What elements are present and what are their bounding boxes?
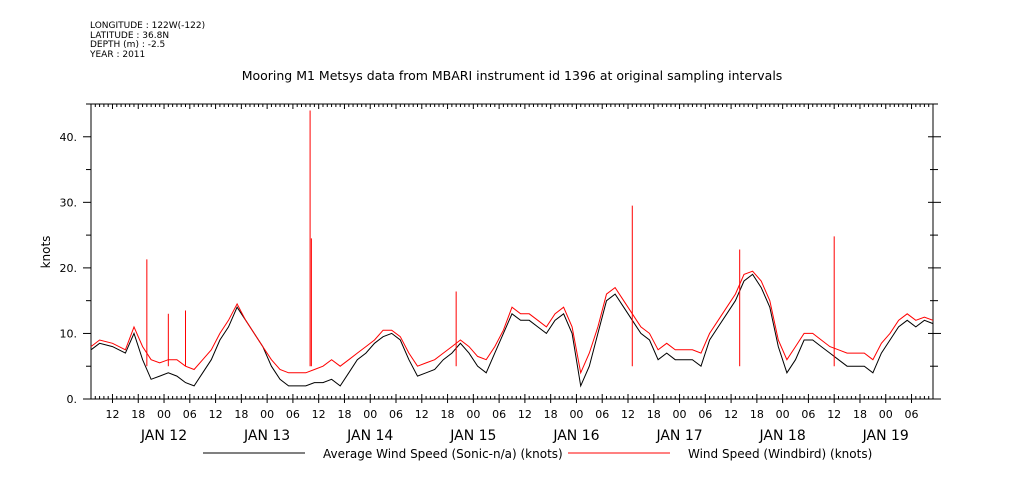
metadata-header: LONGITUDE : 122W(-122) LATITUDE : 36.8N … <box>90 21 206 60</box>
x-hour-label: 12 <box>827 408 841 421</box>
x-hour-label: 12 <box>209 408 223 421</box>
x-hour-label: 06 <box>492 408 506 421</box>
x-hour-label: 18 <box>337 408 351 421</box>
metadata-longitude: LONGITUDE : 122W(-122) <box>90 21 206 31</box>
series-line-average-wind <box>90 273 934 388</box>
x-hour-label: 06 <box>905 408 919 421</box>
x-day-label: JAN 17 <box>655 428 702 444</box>
chart-title: Mooring M1 Metsys data from MBARI instru… <box>242 68 783 83</box>
metadata-year: YEAR : 2011 <box>90 49 146 60</box>
x-hour-label: 18 <box>441 408 455 421</box>
x-hour-label: 06 <box>389 408 403 421</box>
y-tick-label: 30. <box>60 196 78 209</box>
x-hour-label: 18 <box>234 408 248 421</box>
metadata-latitude: LATITUDE : 36.8N <box>90 30 170 41</box>
x-hour-label: 18 <box>750 408 764 421</box>
x-hour-label: 12 <box>415 408 429 421</box>
y-tick-label: 20. <box>60 262 78 275</box>
x-hour-label: 18 <box>853 408 867 421</box>
y-axis-label: knots <box>39 236 53 269</box>
x-day-label: JAN 19 <box>862 428 909 444</box>
x-day-label: JAN 16 <box>552 428 599 444</box>
y-tick-label: 10. <box>60 327 78 340</box>
x-hour-label: 00 <box>466 408 480 421</box>
legend-label-windbird: Wind Speed (Windbird) (knots) <box>688 447 872 461</box>
x-hour-label: 06 <box>595 408 609 421</box>
legend: Average Wind Speed (Sonic-n/a) (knots) W… <box>203 447 872 461</box>
x-hour-label: 00 <box>569 408 583 421</box>
x-hour-label: 06 <box>183 408 197 421</box>
y-tick-label: 0. <box>67 393 78 406</box>
x-hour-label: 06 <box>286 408 300 421</box>
x-hour-label: 00 <box>879 408 893 421</box>
x-hour-label: 12 <box>724 408 738 421</box>
x-hour-label: 06 <box>801 408 815 421</box>
x-hour-label: 00 <box>776 408 790 421</box>
x-hour-label: 00 <box>260 408 274 421</box>
x-hour-label: 06 <box>698 408 712 421</box>
x-hour-label: 18 <box>131 408 145 421</box>
x-hour-label: 12 <box>105 408 119 421</box>
x-hour-label: 12 <box>518 408 532 421</box>
series-line-windbird <box>90 270 934 375</box>
x-day-label: JAN 12 <box>140 428 187 444</box>
legend-label-average: Average Wind Speed (Sonic-n/a) (knots) <box>323 447 563 461</box>
x-hour-label: 12 <box>621 408 635 421</box>
x-hour-label: 00 <box>363 408 377 421</box>
x-hour-label: 12 <box>312 408 326 421</box>
x-hour-label: 00 <box>673 408 687 421</box>
x-day-label: JAN 14 <box>346 428 393 444</box>
x-day-label: JAN 18 <box>759 428 806 444</box>
x-day-label: JAN 15 <box>449 428 496 444</box>
plot-frame <box>90 103 934 400</box>
x-hour-label: 18 <box>647 408 661 421</box>
y-tick-label: 40. <box>60 131 78 144</box>
x-hour-label: 00 <box>157 408 171 421</box>
metadata-depth: DEPTH (m) : -2.5 <box>90 40 166 50</box>
x-day-label: JAN 13 <box>243 428 290 444</box>
x-hour-label: 18 <box>544 408 558 421</box>
